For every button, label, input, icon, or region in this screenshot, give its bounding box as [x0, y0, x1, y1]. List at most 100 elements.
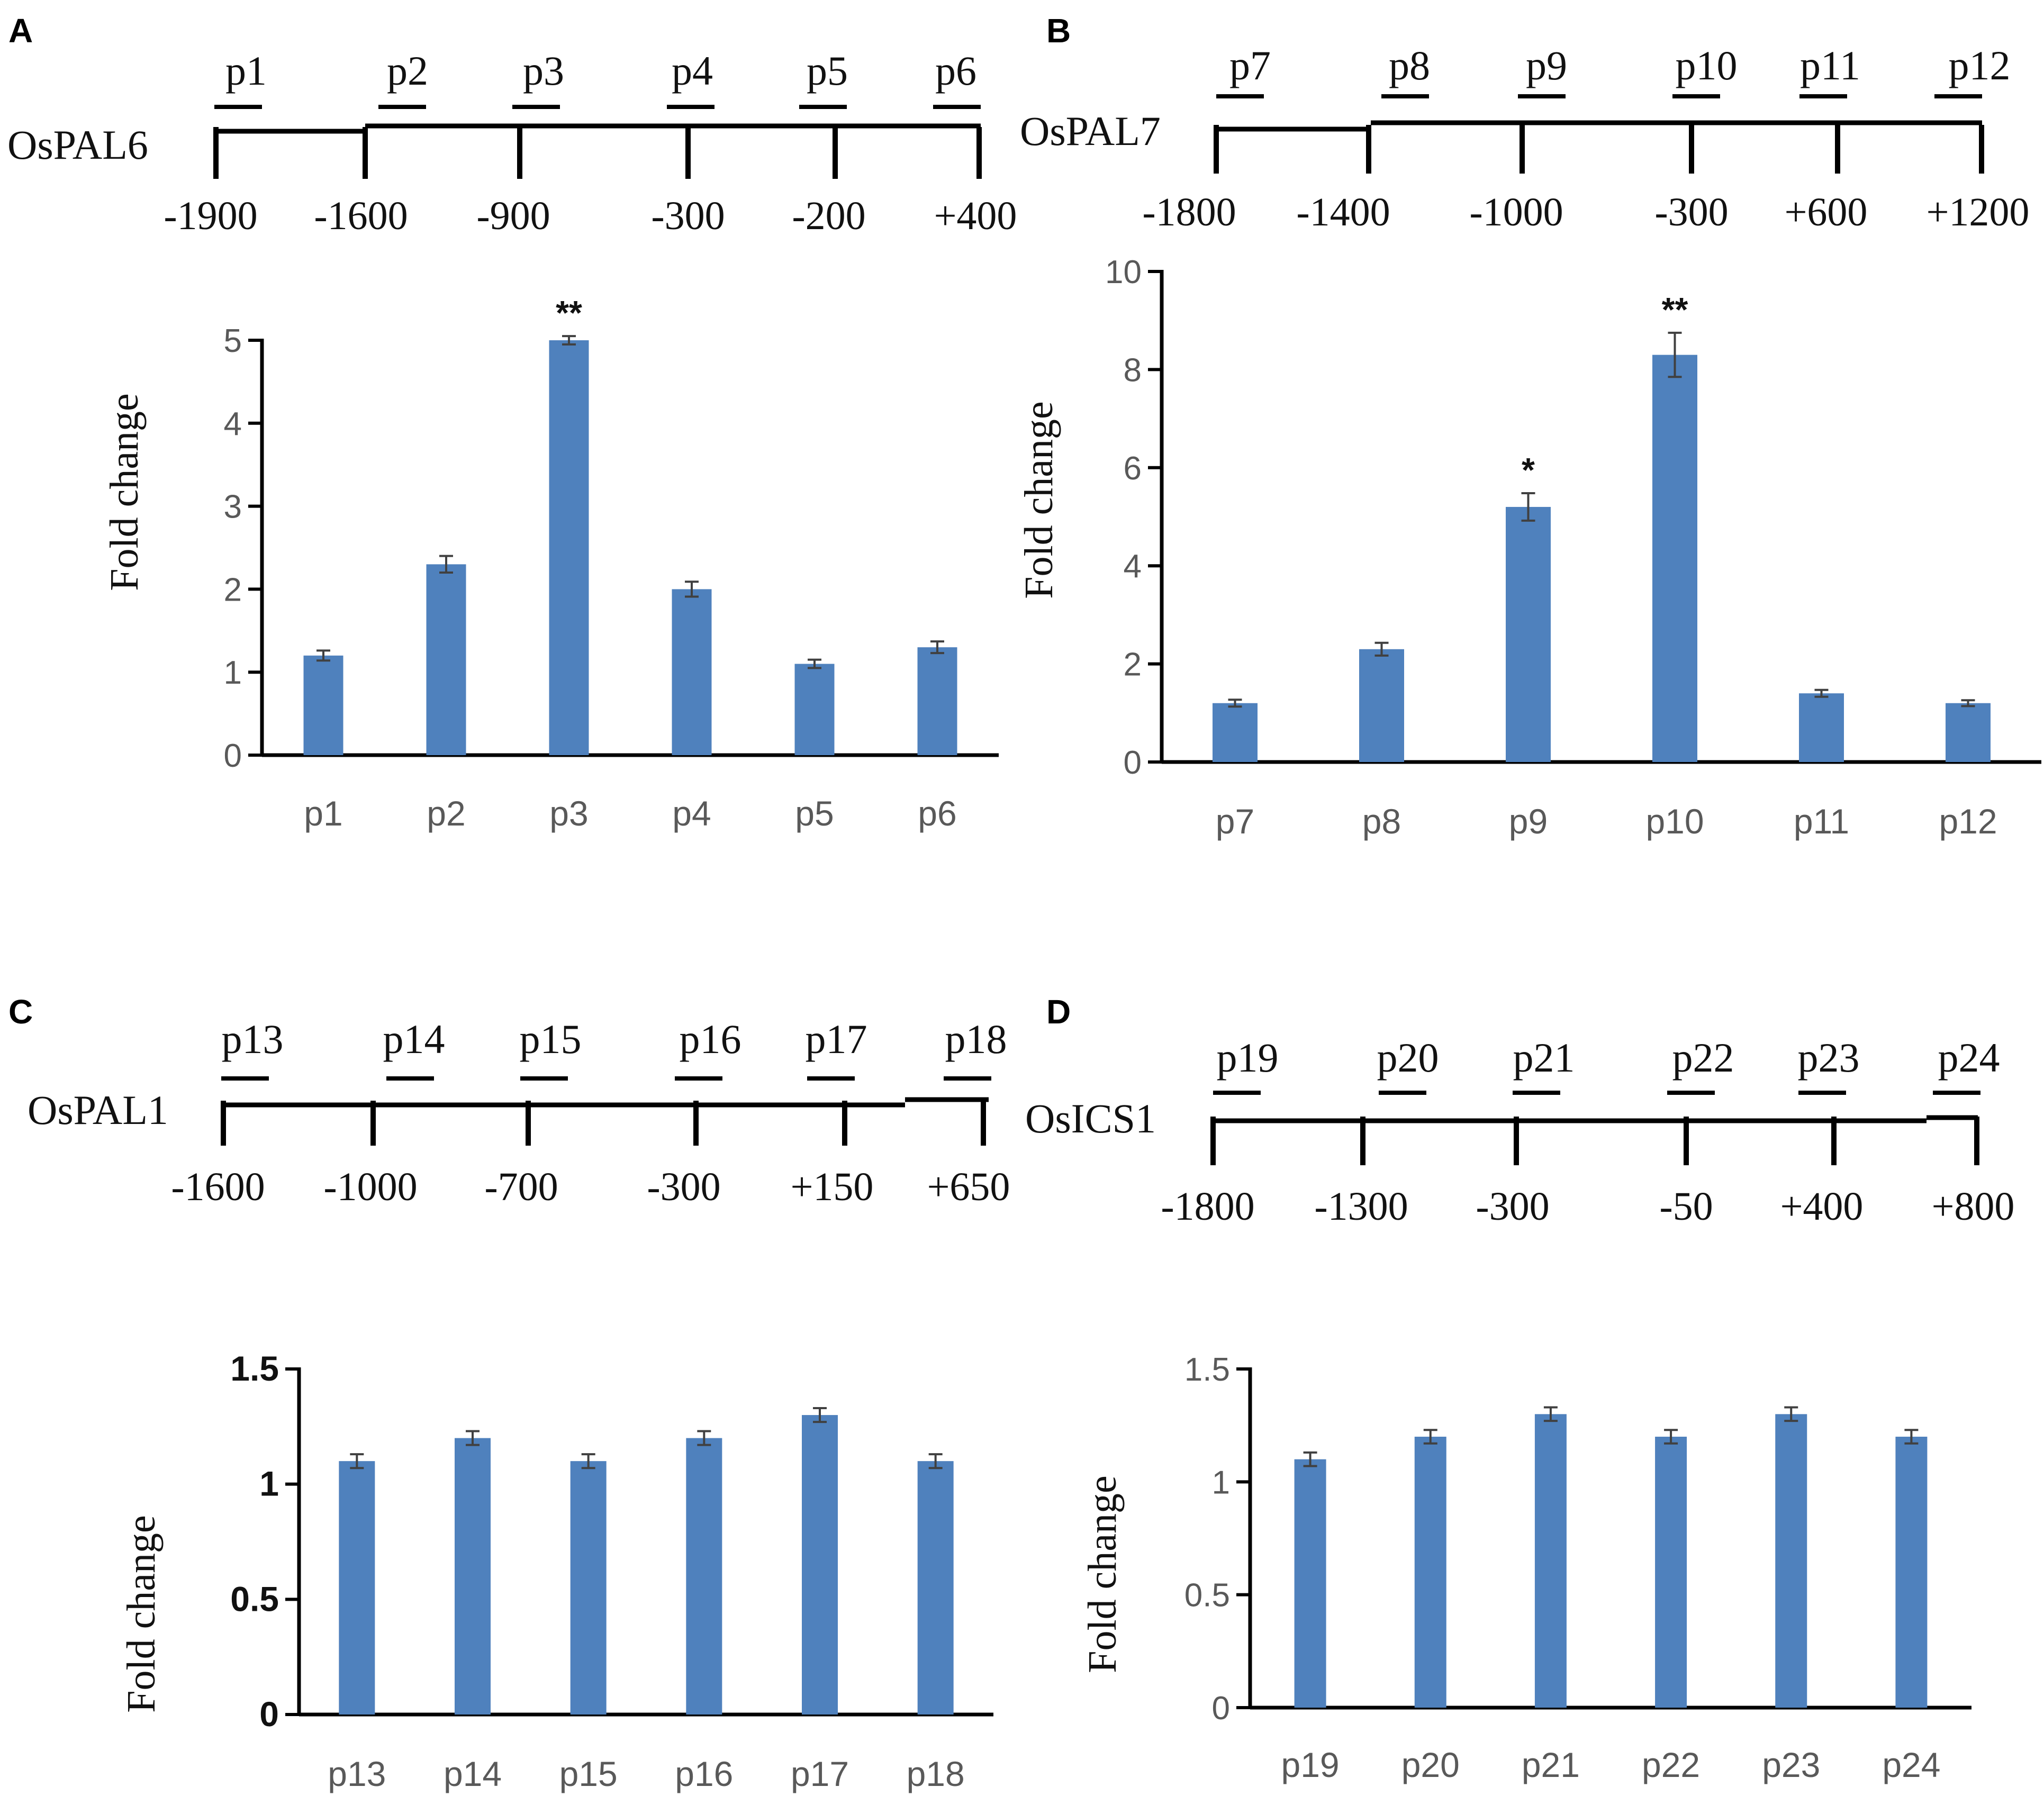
primer-label: p9 [1526, 42, 1567, 88]
position-label: +150 [791, 1165, 874, 1209]
error-bar [1961, 699, 1975, 708]
gene-name: OsPAL1 [28, 1087, 168, 1133]
panel-d: D OsICS1-1800 -1300 -300 -50 +400 +800 p19 p20 p2… [1025, 993, 2014, 1784]
error-bar [581, 1453, 595, 1470]
error-bar [1904, 1429, 1919, 1445]
position-label: -1000 [1469, 190, 1563, 234]
bar [917, 1461, 954, 1715]
primer-label: p6 [935, 48, 976, 94]
bar [1775, 1414, 1807, 1708]
position-label: +400 [1780, 1184, 1864, 1229]
primer-label: p12 [1949, 42, 2011, 88]
x-category-label: p2 [427, 794, 465, 833]
x-category-label: p19 [1281, 1745, 1340, 1784]
x-category-label: p22 [1642, 1745, 1700, 1784]
panel-a: A OsPAL6 -1900 -1600 -900 -300 -200 +400 p1 p2 p3 p… [7, 12, 1017, 833]
error-bar [439, 555, 453, 574]
primer-label: p1 [225, 48, 267, 94]
error-bar [685, 580, 699, 598]
y-axis-label: Fold change [119, 1515, 164, 1713]
position-label: -700 [484, 1165, 558, 1209]
bar [1506, 506, 1551, 762]
panel-letter: C [8, 993, 33, 1031]
x-category-label: p8 [1362, 802, 1401, 841]
bar [339, 1461, 375, 1715]
error-bar [316, 649, 330, 662]
y-tick-label: 1 [224, 655, 242, 691]
y-tick-label: 1 [259, 1464, 279, 1503]
bar [1895, 1437, 1928, 1708]
y-axis-label: Fold change [102, 393, 147, 591]
error-bar [1303, 1451, 1317, 1467]
gene-diagram: OsPAL6 -1900 -1600 -900 -300 -200 +400 p1 p2 p3 p4… [7, 48, 1017, 238]
bar [672, 589, 712, 755]
position-label: +800 [1932, 1184, 2015, 1229]
primer-label: p11 [1800, 42, 1860, 88]
y-tick-label: 3 [224, 489, 242, 525]
primer-label: p5 [807, 48, 848, 94]
position-label: -1000 [323, 1165, 417, 1209]
error-bar [808, 658, 821, 669]
bar-chart: 0 2 4 6 8 10 Fold change p7 p8 * p9 ** p10 p11 p12 [1017, 254, 2041, 841]
primer-label: p4 [672, 48, 713, 94]
position-label: -1900 [164, 194, 257, 238]
primer-label: p13 [222, 1016, 284, 1062]
panel-letter: B [1046, 12, 1071, 50]
error-bar [1423, 1429, 1437, 1445]
panel-c: C OsPAL1-1600 -1000 -700 -300 +150 +650 p13 p14 p… [8, 993, 1010, 1793]
x-category-label: p18 [907, 1754, 965, 1793]
gene-name: OsPAL6 [7, 122, 148, 168]
bar [1414, 1437, 1446, 1708]
position-label: -300 [1654, 190, 1728, 234]
bar [1359, 649, 1404, 762]
primer-label: p21 [1513, 1035, 1575, 1081]
position-label: +600 [1785, 190, 1868, 234]
bar [1294, 1459, 1326, 1708]
error-bar [813, 1407, 827, 1423]
error-bar [466, 1430, 480, 1446]
position-label: -200 [792, 194, 865, 238]
bar [1534, 1414, 1567, 1708]
error-bar [562, 335, 576, 346]
x-category-label: p21 [1522, 1745, 1580, 1784]
error-bar [928, 1453, 943, 1470]
gene-name: OsICS1 [1025, 1095, 1156, 1141]
x-category-label: p17 [791, 1754, 849, 1793]
gene-diagram: OsPAL1-1600 -1000 -700 -300 +150 +650 p13 p14 p1… [28, 1016, 1010, 1209]
position-label: -1600 [171, 1165, 265, 1209]
panel-letter: A [8, 12, 33, 50]
x-category-label: p23 [1762, 1745, 1820, 1784]
position-label: +650 [927, 1165, 1010, 1209]
x-category-label: p6 [918, 794, 956, 833]
y-tick-label: 0.5 [1184, 1577, 1230, 1614]
y-tick-label: 0.5 [230, 1579, 279, 1618]
position-label: +400 [934, 194, 1017, 238]
y-tick-label: 4 [224, 406, 242, 442]
y-tick-label: 6 [1124, 450, 1142, 487]
primer-label: p3 [523, 48, 564, 94]
x-category-label: p20 [1401, 1745, 1460, 1784]
bar [1655, 1437, 1687, 1708]
bar [455, 1438, 491, 1715]
position-label: -900 [476, 194, 550, 238]
bar [1946, 703, 1991, 762]
error-bar [1228, 699, 1242, 708]
error-bar [1784, 1406, 1798, 1422]
x-category-label: p9 [1509, 802, 1548, 841]
error-bar [1814, 688, 1829, 698]
y-tick-label: 10 [1105, 254, 1142, 291]
position-label: -1300 [1314, 1184, 1408, 1229]
bar [686, 1438, 722, 1715]
primer-label: p14 [383, 1016, 445, 1062]
gene-name: OsPAL7 [1020, 108, 1161, 154]
primer-label: p18 [945, 1016, 1007, 1062]
y-tick-label: 5 [224, 323, 242, 359]
x-category-label: p11 [1794, 802, 1849, 841]
bar [917, 647, 957, 755]
position-label: -1800 [1161, 1184, 1254, 1229]
x-category-label: p5 [795, 794, 834, 833]
position-label: -300 [651, 194, 725, 238]
primer-label: p19 [1217, 1035, 1279, 1081]
x-category-label: p12 [1939, 802, 1997, 841]
